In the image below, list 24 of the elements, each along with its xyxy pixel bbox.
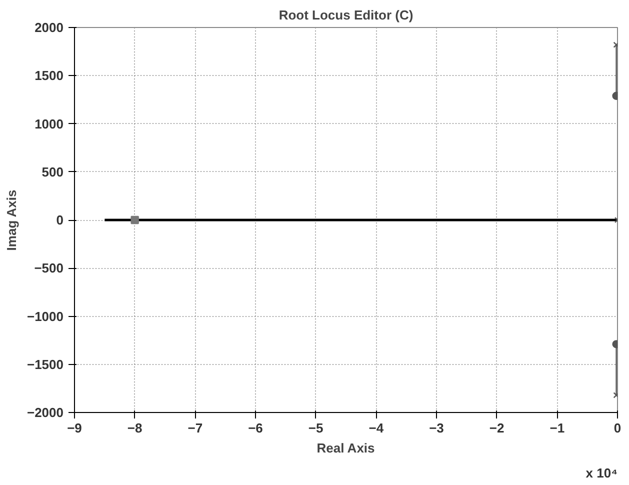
y-axis-title: Imag Axis [4,190,19,251]
y-tick-label: −500 [34,260,64,276]
text: x 10⁴ [586,466,618,480]
x-tick-label: −4 [368,420,384,436]
y-tick-label: 1000 [34,116,64,132]
x-tick-label: −5 [308,420,324,436]
x-tick-label: −2 [489,420,504,436]
y-tick-label: 500 [42,164,64,180]
x-tick-label: −1 [550,420,565,436]
y-tick-label: 0 [56,212,64,228]
x-tick-label: −7 [188,420,203,436]
point [130,216,139,224]
y-tick-label: 2000 [34,20,64,35]
y-tick-label: −1500 [26,356,64,372]
y-tick-label: −2000 [26,405,64,420]
x-tick-label: −3 [429,420,444,436]
x-axis-title: Real Axis [316,440,375,456]
y-tick-label: 1500 [34,68,64,84]
y-tick-label: −1000 [26,308,64,324]
x-tick-label: −8 [127,420,142,436]
x-tick-label: 0 [614,420,622,436]
chart-title: Root Locus Editor (C) [278,8,414,22]
x-tick-label: −6 [248,420,263,436]
x-tick-label: −9 [67,420,82,436]
